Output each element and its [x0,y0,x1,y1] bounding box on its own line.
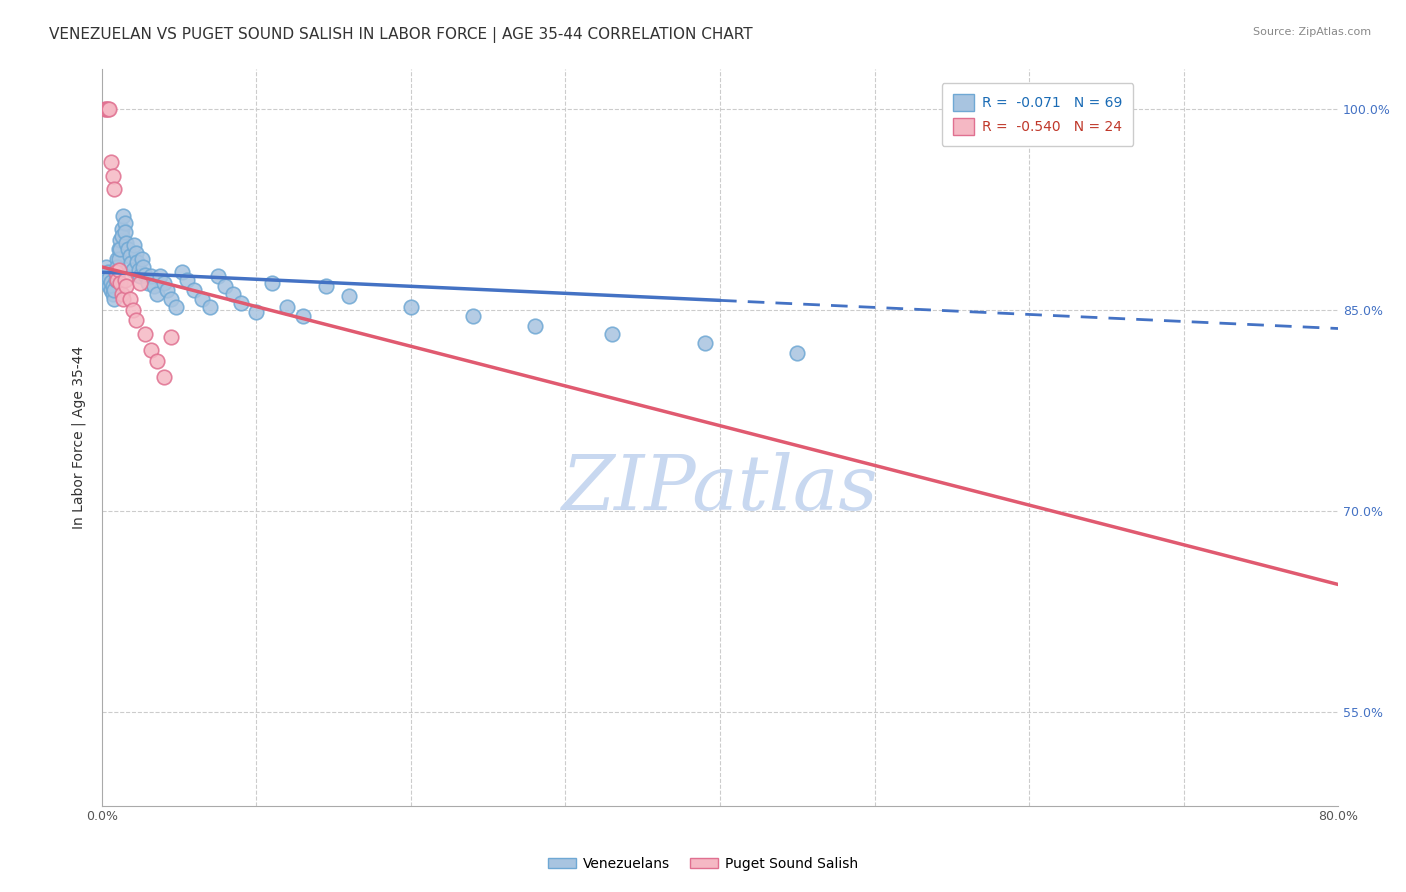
Point [156,283,179,297]
Point [114,225,136,239]
Point [94,102,117,116]
Point [129,269,152,284]
Point [160,329,183,343]
Point [111,229,134,244]
Point [214,278,236,293]
Point [107,243,129,257]
Point [98,270,121,285]
Point [125,313,148,327]
Point [115,235,138,250]
Point [136,276,159,290]
Y-axis label: In Labor Force | Age 35-44: In Labor Force | Age 35-44 [72,345,86,529]
Point [222,286,245,301]
Point [127,254,149,268]
Point [143,278,166,293]
Point [165,300,187,314]
Legend: Venezuelans, Puget Sound Salish: Venezuelans, Puget Sound Salish [543,851,863,876]
Point [245,305,267,319]
Point [600,326,623,341]
Point [103,283,125,297]
Point [146,353,169,368]
Point [105,260,128,274]
Point [141,269,163,284]
Legend: R =  -0.071   N = 69, R =  -0.540   N = 24: R = -0.071 N = 69, R = -0.540 N = 24 [942,83,1133,146]
Point [103,292,125,306]
Point [260,276,283,290]
Point [111,222,134,236]
Point [100,155,122,169]
Point [104,265,127,279]
Point [146,286,169,301]
Text: VENEZUELAN VS PUGET SOUND SALISH IN LABOR FORCE | AGE 35-44 CORRELATION CHART: VENEZUELAN VS PUGET SOUND SALISH IN LABO… [49,27,752,43]
Point [97,102,120,116]
Point [107,262,129,277]
Point [120,256,142,270]
Point [399,300,422,314]
Text: ZIPatlas: ZIPatlas [561,451,879,525]
Point [183,283,205,297]
Point [176,273,198,287]
Point [98,102,121,116]
Point [100,275,122,289]
Point [128,262,150,277]
Point [121,302,143,317]
Point [125,246,148,260]
Point [693,336,716,351]
Point [337,289,360,303]
Point [276,300,298,314]
Point [152,276,174,290]
Point [104,265,127,279]
Point [229,296,252,310]
Point [97,276,120,290]
Point [191,292,214,306]
Point [152,369,174,384]
Text: Source: ZipAtlas.com: Source: ZipAtlas.com [1253,27,1371,37]
Point [105,252,128,266]
Point [110,233,132,247]
Point [114,273,136,287]
Point [786,345,808,359]
Point [103,182,125,196]
Point [149,269,172,284]
Point [523,318,546,333]
Point [198,300,221,314]
Point [118,292,141,306]
Point [121,262,143,277]
Point [110,276,132,290]
Point [96,260,118,274]
Point [100,283,122,297]
Point [101,169,124,183]
Point [107,252,129,266]
Point [96,102,118,116]
Point [105,269,128,284]
Point [141,343,163,357]
Point [112,292,135,306]
Point [114,216,136,230]
Point [172,265,194,279]
Point [110,243,132,257]
Point [129,276,152,290]
Point [105,273,128,287]
Point [115,278,138,293]
Point [131,252,153,266]
Point [104,273,127,287]
Point [291,310,314,324]
Point [117,243,139,257]
Point [315,278,337,293]
Point [101,278,124,293]
Point [112,209,135,223]
Point [98,278,121,293]
Point [118,249,141,263]
Point [134,326,156,341]
Point [97,265,120,279]
Point [207,269,229,284]
Point [122,238,145,252]
Point [111,286,134,301]
Point [101,286,124,301]
Point [160,292,183,306]
Point [94,269,117,284]
Point [134,268,156,282]
Point [132,260,155,274]
Point [461,310,484,324]
